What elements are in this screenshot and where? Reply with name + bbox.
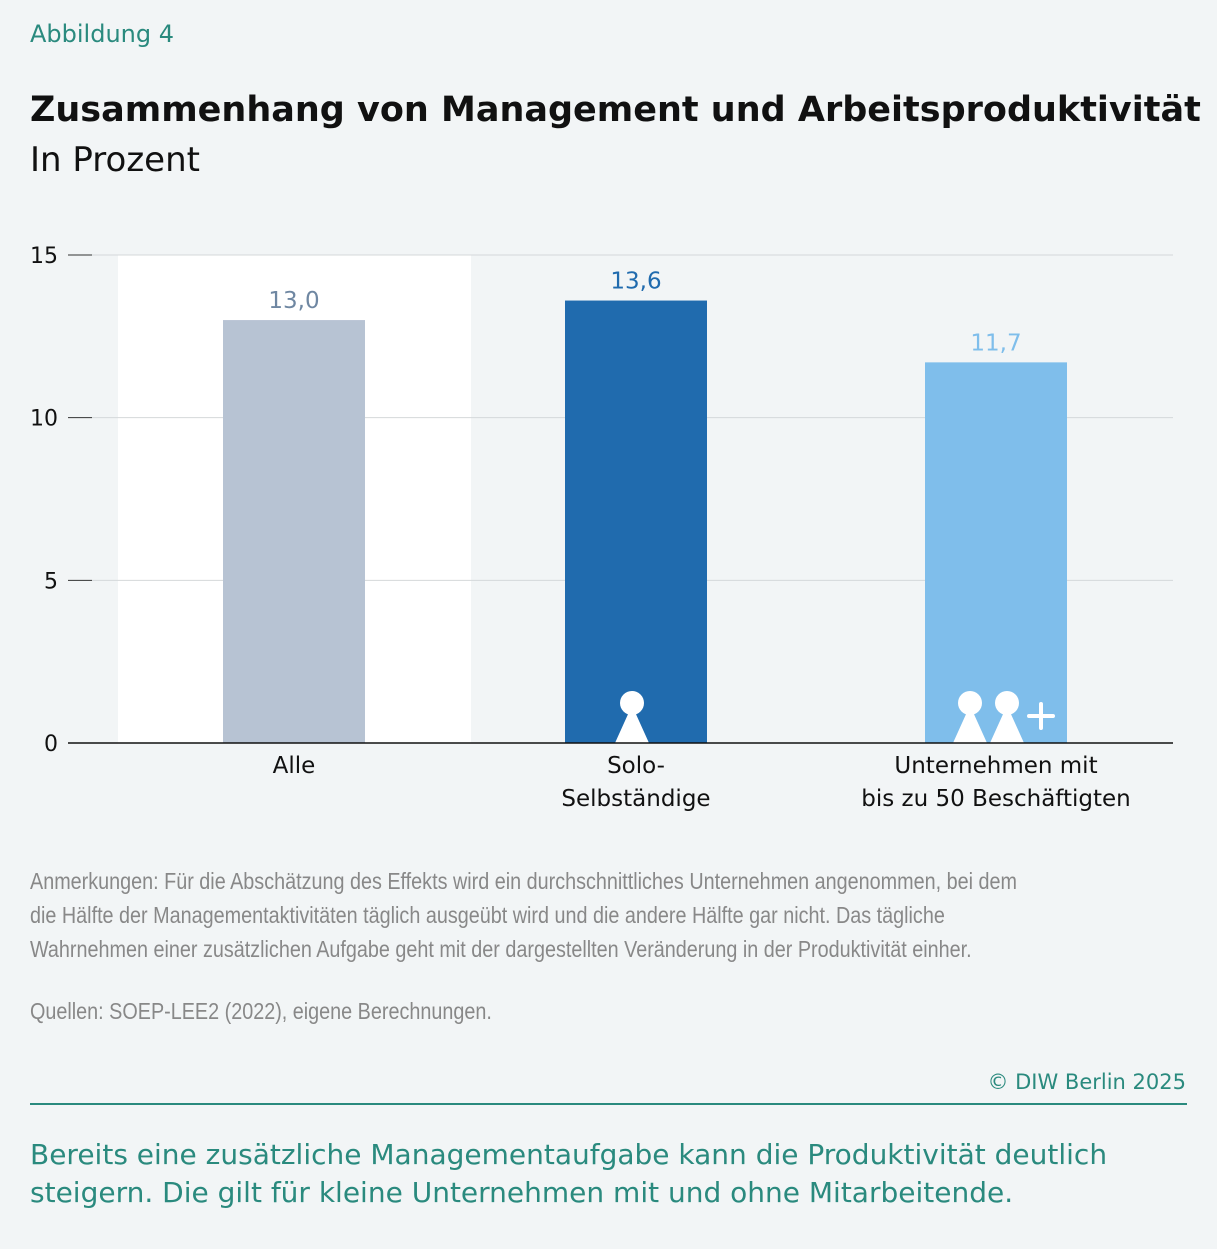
- data-label: 11,7: [970, 330, 1021, 356]
- person-icon-body: [615, 712, 649, 743]
- notes: Anmerkungen: Für die Abschätzung des Eff…: [30, 868, 1017, 962]
- plus-icon: [1027, 702, 1055, 730]
- chart-title: Zusammenhang von Management und Arbeitsp…: [30, 90, 1201, 130]
- copyright: © DIW Berlin 2025: [987, 1070, 1186, 1094]
- chart-subtitle: In Prozent: [30, 140, 200, 180]
- figure-label: Abbildung 4: [30, 20, 175, 48]
- x-tick-label: Selbständige: [561, 786, 710, 812]
- bar-chart: 0 5 10 15 13,0 Alle 13,6 Solo- Selbständige 11,7 U…: [30, 244, 1173, 812]
- x-tick-label: Unternehmen mit: [894, 753, 1097, 779]
- data-label: 13,6: [610, 269, 661, 295]
- person-icon-head: [958, 691, 982, 715]
- data-label: 13,0: [268, 288, 319, 314]
- x-tick-label: Solo-: [607, 753, 665, 779]
- y-tick-label: 15: [30, 244, 58, 269]
- takeaway: Bereits eine zusätzliche Managementaufga…: [30, 1138, 1108, 1209]
- y-tick-label: 10: [30, 407, 58, 432]
- bar: [223, 320, 365, 743]
- person-icon-head: [995, 691, 1019, 715]
- person-icon-body: [953, 712, 987, 743]
- y-tick-label: 0: [44, 732, 58, 757]
- x-tick-label: Alle: [273, 753, 316, 779]
- sources: Quellen: SOEP-LEE2 (2022), eigene Berech…: [30, 998, 492, 1024]
- bar: [565, 300, 707, 743]
- bar: [925, 362, 1067, 743]
- x-tick-label: bis zu 50 Beschäftigten: [861, 786, 1131, 812]
- person-icon-body: [990, 712, 1024, 743]
- y-tick-label: 5: [44, 569, 58, 594]
- person-icon-head: [620, 691, 644, 715]
- divider: [30, 1103, 1187, 1105]
